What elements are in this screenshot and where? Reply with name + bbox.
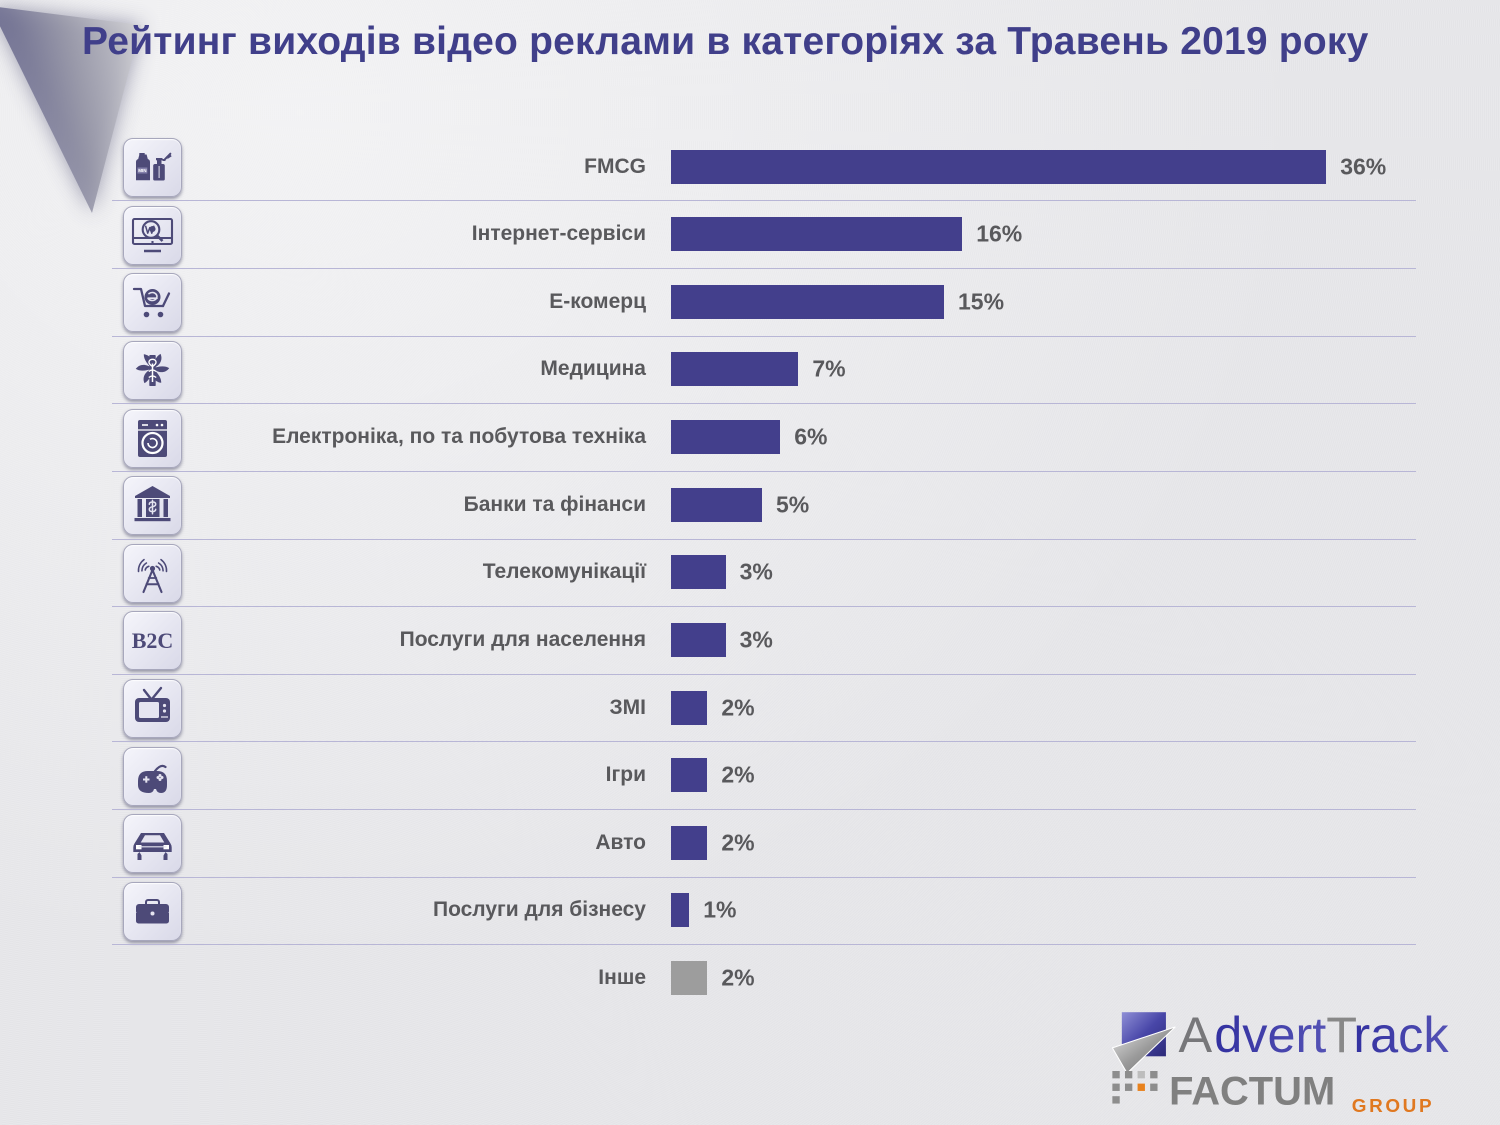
svg-text:GROUP: GROUP xyxy=(1352,1096,1434,1113)
svg-text:FACTUM: FACTUM xyxy=(1169,1070,1335,1113)
svg-text:MIN: MIN xyxy=(138,168,147,173)
svg-text:dvert: dvert xyxy=(1214,1008,1326,1063)
svg-text:A: A xyxy=(1179,1008,1213,1063)
svg-text:rack: rack xyxy=(1353,1008,1449,1063)
